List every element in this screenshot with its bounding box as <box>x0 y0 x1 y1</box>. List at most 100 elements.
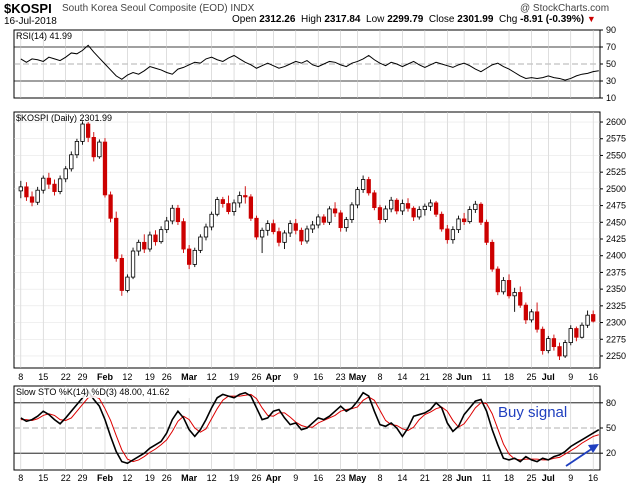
rsi-ytick-label: 50 <box>606 59 616 69</box>
sto-k-line <box>20 389 600 465</box>
price-ytick-label: 2500 <box>606 184 626 194</box>
close-value: 2301.99 <box>457 14 494 25</box>
sto-xtick-label: May <box>349 473 367 483</box>
candle-body <box>400 203 405 212</box>
candle-body <box>327 208 332 223</box>
price-xtick-label: 26 <box>251 372 261 382</box>
candle-body <box>394 199 399 212</box>
price-title: $KOSPI (Daily) 2301.99 <box>16 113 112 123</box>
low-value: 2299.79 <box>387 14 424 25</box>
candle-body <box>142 241 147 250</box>
candle-body <box>215 199 220 215</box>
price-ytick-label: 2550 <box>606 150 626 160</box>
quote-date: 16-Jul-2018 <box>4 16 57 27</box>
candle-body <box>282 232 287 243</box>
candle-body <box>490 241 495 270</box>
sto-xtick-label: Mar <box>181 473 198 483</box>
candle-body <box>63 168 68 180</box>
candle-body <box>557 346 562 357</box>
rsi-line <box>20 44 599 81</box>
sto-xtick-label: 25 <box>526 473 536 483</box>
candle-body <box>220 199 225 204</box>
candle-body <box>478 203 484 223</box>
candle-body <box>181 221 186 250</box>
candle-body <box>332 208 338 214</box>
candle-body <box>360 179 366 190</box>
price-ytick-label: 2300 <box>606 318 626 328</box>
candle-body <box>153 234 158 243</box>
sto-xtick-label: 11 <box>482 473 491 483</box>
candle-body <box>41 177 46 191</box>
candle-body <box>316 216 321 226</box>
price-xtick-label: 19 <box>145 372 155 382</box>
candle-body <box>523 304 528 321</box>
sto-xtick-label: 8 <box>377 473 382 483</box>
sto-xtick-label: Apr <box>266 473 282 483</box>
price-xtick-label: 14 <box>397 372 407 382</box>
candle-body <box>456 218 461 231</box>
close-label: Close <box>428 14 455 25</box>
candle-body <box>579 324 585 338</box>
candle-body <box>321 216 326 223</box>
candle-body <box>147 234 153 250</box>
price-ytick-label: 2325 <box>606 301 626 311</box>
sto-xtick-label: 16 <box>313 473 323 483</box>
candle-body <box>74 141 80 156</box>
candle-body <box>259 229 265 238</box>
price-xtick-label: 19 <box>229 372 239 382</box>
price-xtick-label: Feb <box>97 372 114 382</box>
candle-body <box>568 328 573 344</box>
price-ytick-label: 2250 <box>606 351 626 361</box>
price-xtick-label: Jun <box>456 372 472 382</box>
candle-body <box>136 241 141 252</box>
candle-body <box>540 328 545 352</box>
open-label: Open <box>232 14 257 25</box>
candle-body <box>372 192 377 208</box>
sto-xtick-label: 23 <box>336 473 346 483</box>
high-label: High <box>300 14 322 25</box>
sto-xtick-label: 22 <box>61 473 71 483</box>
candle-body <box>338 212 343 229</box>
price-ytick-label: 2350 <box>606 284 626 294</box>
candle-body <box>175 207 181 223</box>
candle-body <box>467 209 472 223</box>
candle-body <box>52 183 57 192</box>
price-xtick-label: Mar <box>181 372 198 382</box>
candle-body <box>405 203 411 209</box>
sto-xtick-label: Jun <box>456 473 472 483</box>
candle-body <box>243 195 248 198</box>
sto-title: Slow STO %K(14) %D(3) 48.00, 41.62 <box>16 387 169 397</box>
sto-xtick-label: 26 <box>162 473 172 483</box>
sto-xtick-label: 26 <box>251 473 261 483</box>
sto-title-bg <box>15 387 211 398</box>
candle-body <box>439 213 444 230</box>
candle-body <box>69 154 74 170</box>
candle-body <box>237 195 242 204</box>
price-ytick-label: 2275 <box>606 334 626 344</box>
buy-signal-annotation: Buy signal <box>498 404 568 421</box>
stockcharts-credit[interactable]: @ StockCharts.com <box>520 3 610 14</box>
price-xtick-label: 22 <box>61 372 71 382</box>
sto-xtick-label: 9 <box>568 473 573 483</box>
sto-xtick-label: 16 <box>588 473 598 483</box>
candle-body <box>125 276 130 291</box>
candle-body <box>209 213 214 228</box>
sto-xtick-label: 15 <box>38 473 48 483</box>
candle-body <box>198 236 203 251</box>
candle-body <box>158 229 164 243</box>
sto-xtick-label: 29 <box>78 473 88 483</box>
candle-body <box>310 224 315 230</box>
sto-xtick-label: 28 <box>442 473 452 483</box>
sto-xtick-label: Jul <box>542 473 555 483</box>
sto-xtick-label: 21 <box>420 473 430 483</box>
candle-body <box>293 223 298 231</box>
candle-body <box>102 141 108 196</box>
rsi-ytick-label: 70 <box>606 42 616 52</box>
price-xtick-label: 23 <box>336 372 346 382</box>
sto-xtick-label: 19 <box>229 473 239 483</box>
price-xtick-label: 16 <box>313 372 323 382</box>
candle-body <box>518 292 523 306</box>
index-name: South Korea Seoul Composite (EOD) INDX <box>62 3 255 14</box>
